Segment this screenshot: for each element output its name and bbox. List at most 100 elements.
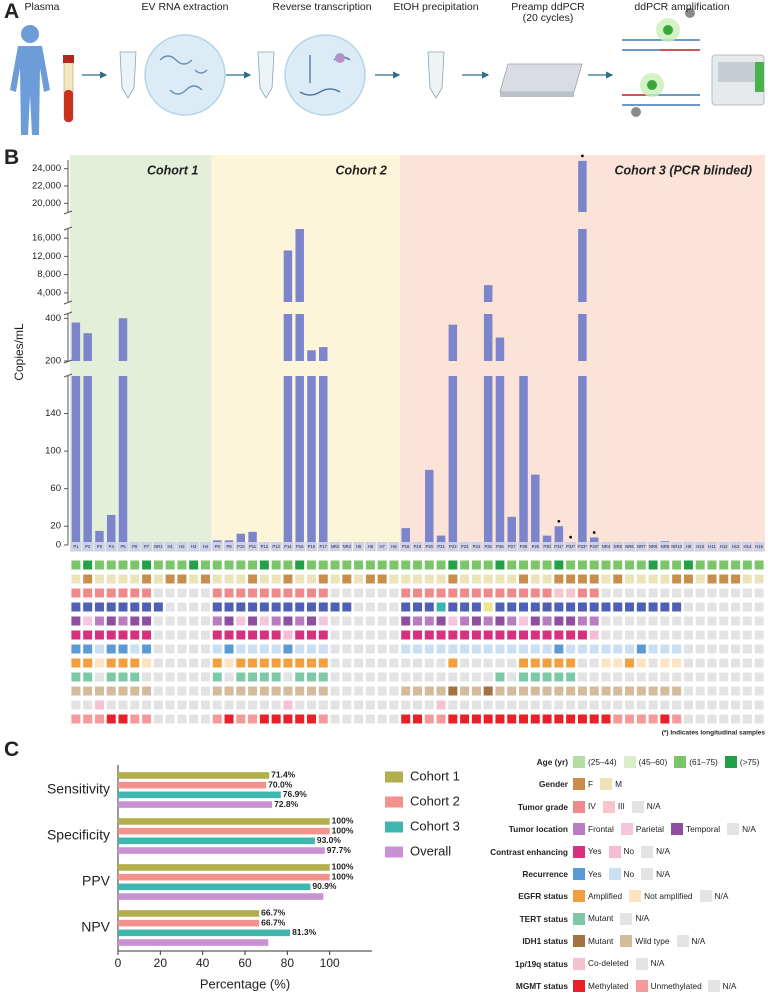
legend-label: Mutant <box>588 935 614 946</box>
heatmap-cell <box>259 602 269 612</box>
heatmap-cell <box>695 700 705 710</box>
heatmap-cell <box>306 616 316 626</box>
heatmap-cell <box>471 616 481 626</box>
heatmap-cell <box>200 616 210 626</box>
heatmap-cell <box>189 630 199 640</box>
heatmap-cell <box>519 574 529 584</box>
heatmap-cell <box>318 560 328 570</box>
y-tick-label: 12,000 <box>32 251 61 262</box>
heatmap-cell <box>436 588 446 598</box>
bar <box>118 318 128 361</box>
heatmap-cell <box>342 602 352 612</box>
heatmap-cell <box>212 672 222 682</box>
heatmap-cell <box>483 602 493 612</box>
heatmap-cell <box>212 588 222 598</box>
heatmap-cell <box>271 616 281 626</box>
heatmap-cell <box>318 714 328 724</box>
legend-swatch <box>385 821 403 833</box>
heatmap-cell <box>530 686 540 696</box>
heatmap-cell <box>754 574 764 584</box>
heatmap-cell <box>142 588 152 598</box>
bar <box>118 791 281 799</box>
heatmap-cell <box>330 700 340 710</box>
sample-tile <box>730 542 741 551</box>
heatmap-cell <box>342 560 352 570</box>
heatmap-cell <box>589 602 599 612</box>
heatmap-cell <box>106 714 116 724</box>
heatmap-cell <box>636 602 646 612</box>
machine-window <box>718 62 758 82</box>
heatmap-cell <box>731 644 741 654</box>
heatmap-cell <box>719 686 729 696</box>
legend-swatch <box>573 957 585 970</box>
heatmap-cell <box>389 686 399 696</box>
heatmap-cell <box>566 658 576 668</box>
sample-tile <box>588 542 600 551</box>
legend-item: (>75) <box>724 756 759 768</box>
legend-swatch <box>602 800 615 813</box>
heatmap-cell <box>660 602 670 612</box>
heatmap-cell <box>212 574 222 584</box>
heatmap-cell <box>731 658 741 668</box>
sample-tile <box>153 542 164 551</box>
tube <box>257 51 275 99</box>
y-tick-label: 200 <box>45 356 61 367</box>
sample-label: NR2 <box>331 544 340 549</box>
y-tick-label: 20,000 <box>32 198 61 209</box>
heatmap-cell <box>71 560 81 570</box>
heatmap-cell <box>224 616 234 626</box>
legend-item: Mutant <box>573 935 614 948</box>
sample-label: H14 <box>743 544 751 549</box>
heatmap-cell <box>460 658 470 668</box>
heatmap-cell <box>424 630 434 640</box>
heatmap-cell <box>189 574 199 584</box>
bar <box>283 314 293 361</box>
sample-label: P16 <box>308 544 316 549</box>
legend-item: Co-deleted <box>573 957 629 970</box>
heatmap-cell <box>683 588 693 598</box>
heatmap-cell <box>236 574 246 584</box>
heatmap-cell <box>83 658 93 668</box>
quencher <box>685 8 695 18</box>
heatmap-cell <box>94 602 104 612</box>
heatmap-cell <box>295 672 305 682</box>
heatmap-cell <box>554 700 564 710</box>
heatmap-cell <box>153 672 163 682</box>
heatmap-cell <box>672 672 682 682</box>
heatmap-cell <box>507 616 517 626</box>
heatmap-cell <box>448 700 458 710</box>
heatmap-cell <box>259 588 269 598</box>
heatmap-cell <box>625 616 635 626</box>
heatmap-cell <box>742 574 752 584</box>
heatmap-cell <box>306 658 316 668</box>
sample-tile <box>742 542 753 551</box>
heatmap-cell <box>130 602 140 612</box>
sample-label: NR8 <box>649 544 658 549</box>
bar <box>106 514 116 545</box>
heatmap-cell <box>577 574 587 584</box>
sample-label: P18 <box>402 544 410 549</box>
sample-tile <box>188 542 199 551</box>
heatmap-cell <box>118 700 128 710</box>
sample-tile <box>129 542 141 551</box>
value-label: 100% <box>332 871 354 881</box>
heatmap-cell <box>354 700 364 710</box>
heatmap-cell <box>106 686 116 696</box>
heatmap-cell <box>248 700 258 710</box>
heatmap-cell <box>283 700 293 710</box>
heatmap-cell <box>153 574 163 584</box>
heatmap-cell <box>742 630 752 640</box>
legend-item: Unmethylated <box>635 980 702 992</box>
heatmap-cell <box>424 686 434 696</box>
heatmap-cell <box>636 616 646 626</box>
heatmap-cell <box>318 630 328 640</box>
heatmap-cell <box>330 616 340 626</box>
heatmap-cell <box>589 644 599 654</box>
heatmap-cell <box>248 574 258 584</box>
heatmap-cell <box>153 602 163 612</box>
heatmap-cell <box>224 672 234 682</box>
x-tick-label: 60 <box>238 956 252 970</box>
heatmap-cell <box>236 616 246 626</box>
heatmap-cell <box>424 588 434 598</box>
heatmap-cell <box>389 560 399 570</box>
